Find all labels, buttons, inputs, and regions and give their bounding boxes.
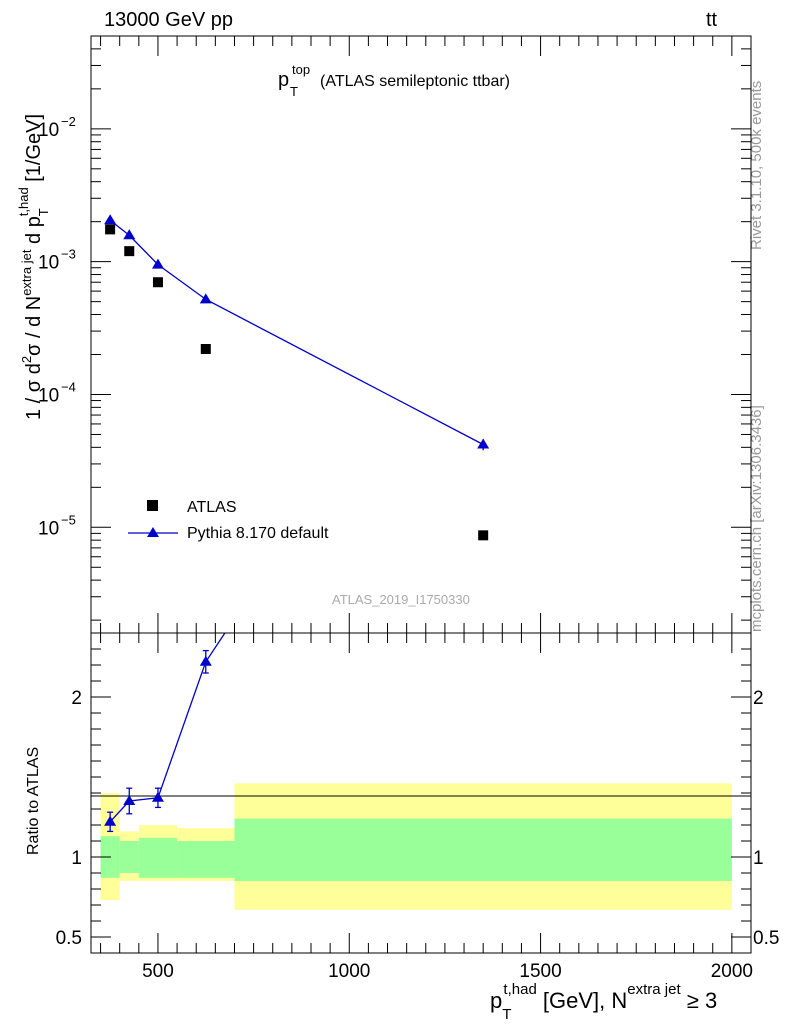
legend: ATLAS Pythia 8.170 default xyxy=(128,499,329,542)
ratio-uncertainty-bands xyxy=(100,783,732,910)
main-y-axis-label: 1 / σ d2σ / d Nextra jet d pTt,had [1/Ge… xyxy=(16,114,51,420)
x-tick-label: 1000 xyxy=(328,961,370,982)
ratio-point xyxy=(104,815,117,826)
ratio-y-tick-label-right: 0.5 xyxy=(753,928,779,949)
y-tick-label-exponent: −2 xyxy=(61,114,76,129)
y-tick-label-exponent: −3 xyxy=(61,247,76,262)
mc-line xyxy=(109,219,484,446)
main-y-ticks: 10−210−310−410−5 xyxy=(38,35,751,621)
x-tick-label: 2000 xyxy=(711,961,753,982)
ratio-point xyxy=(199,655,212,666)
process-label-bar: ¯ xyxy=(717,0,729,16)
y-tick-label: 10 xyxy=(38,253,59,274)
mc-point xyxy=(477,438,490,449)
collision-label: 13000 GeV pp xyxy=(104,9,233,31)
ratio-band-inner xyxy=(119,841,139,873)
main-data-layer xyxy=(104,214,490,541)
data-point xyxy=(152,277,163,288)
mc-point xyxy=(123,229,136,240)
svg-text:top: top xyxy=(292,62,310,77)
ratio-y-tick-label-left: 1 xyxy=(71,848,82,869)
legend-mc-marker xyxy=(147,527,159,537)
x-tick-label: 500 xyxy=(142,961,174,982)
ratio-band-inner xyxy=(234,818,732,881)
x-tick-label: 1500 xyxy=(519,961,561,982)
ratio-point xyxy=(477,238,489,248)
ratio-band-inner xyxy=(177,841,235,878)
ratio-y-axis-label: Ratio to ATLAS xyxy=(25,747,42,855)
y-tick-label: 10 xyxy=(38,518,59,539)
ratio-point xyxy=(123,795,136,805)
ratio-point xyxy=(151,791,164,802)
rivet-label: Rivet 3.1.10, 500k events xyxy=(748,81,765,250)
analysis-id: ATLAS_2019_I1750330 xyxy=(332,592,470,607)
ratio-y-tick-label-left: 2 xyxy=(71,688,82,709)
mc-point xyxy=(199,293,212,304)
y-tick-label-exponent: −4 xyxy=(61,379,76,394)
mcplots-label: mcplots.cern.ch [arXiv:1306.3436] xyxy=(748,405,765,632)
y-tick-label: 10 xyxy=(38,385,59,406)
process-label: tt xyxy=(706,9,718,31)
plot-title: p T top (ATLAS semileptonic ttbar) xyxy=(278,62,510,99)
ratio-y-tick-label-left: 0.5 xyxy=(56,928,82,949)
legend-data-marker xyxy=(147,500,158,511)
ratio-y-tick-label-right: 2 xyxy=(753,688,764,709)
main-plot-frame xyxy=(90,35,752,634)
x-axis-label: pTt,had [GeV], Nextra jet ≥ 3 xyxy=(490,981,717,1023)
ratio-band-inner xyxy=(138,837,178,878)
ratio-data-layer xyxy=(104,238,489,833)
main-x-ticks xyxy=(100,36,752,633)
mc-point xyxy=(104,214,117,225)
svg-text:(ATLAS semileptonic ttbar): (ATLAS semileptonic ttbar) xyxy=(320,73,510,90)
legend-data-label: ATLAS xyxy=(187,499,237,516)
data-point xyxy=(478,530,489,541)
svg-text:T: T xyxy=(290,84,298,99)
data-point xyxy=(200,343,211,354)
svg-text:p: p xyxy=(278,69,289,91)
mc-point xyxy=(151,258,164,269)
y-tick-label-exponent: −5 xyxy=(61,512,76,527)
legend-mc-label: Pythia 8.170 default xyxy=(187,525,329,542)
ratio-y-tick-label-right: 1 xyxy=(753,848,764,869)
data-point xyxy=(124,246,135,257)
data-point xyxy=(105,224,116,235)
y-tick-label: 10 xyxy=(38,120,59,141)
